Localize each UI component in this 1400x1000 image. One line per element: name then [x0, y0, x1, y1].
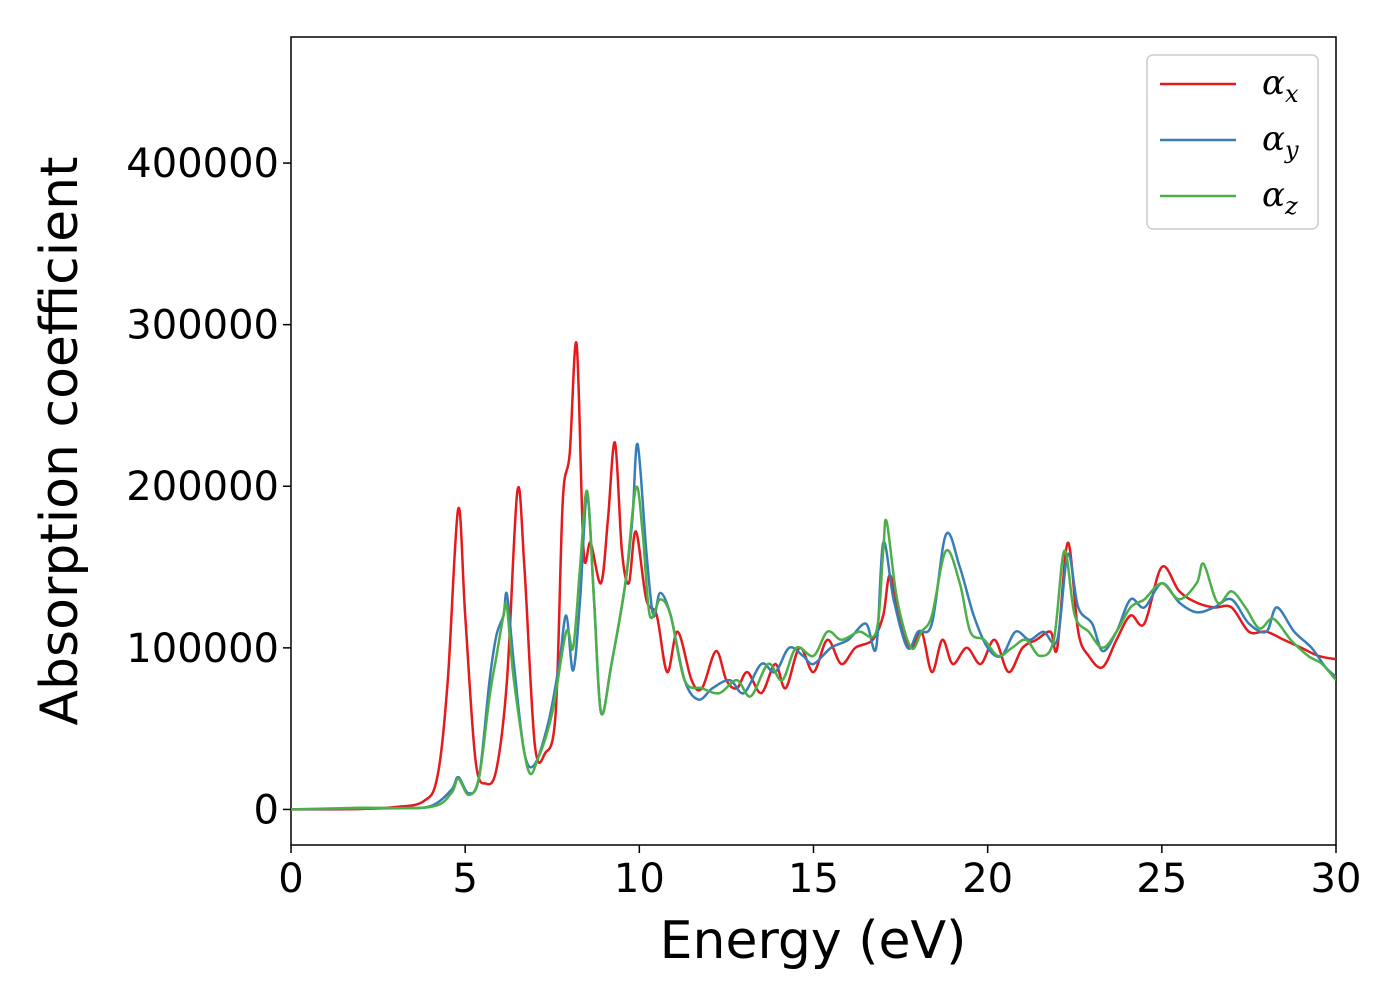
x-tick-label: 15 — [788, 856, 839, 902]
legend-subscript: x — [1285, 80, 1299, 108]
legend-label-alpha-y: αy — [1262, 119, 1299, 164]
y-tick-label: 100000 — [126, 626, 279, 672]
series-line-alpha-x — [291, 341, 1336, 811]
series-line-alpha-y — [291, 442, 1336, 811]
legend-label-alpha-z: αz — [1262, 175, 1298, 220]
legend-symbol: α — [1262, 119, 1285, 159]
y-tick-label: 200000 — [126, 464, 279, 510]
x-tick-label: 30 — [1311, 856, 1362, 902]
x-tick-label: 20 — [962, 856, 1013, 902]
x-axis: 0 5 10 15 20 25 30 — [278, 845, 1361, 902]
x-tick-label: 5 — [452, 856, 477, 902]
y-axis: 0 100000 200000 300000 400000 — [126, 141, 291, 833]
x-axis-title: Energy (eV) — [660, 911, 967, 971]
y-tick-label: 300000 — [126, 303, 279, 349]
legend-symbol: α — [1262, 63, 1285, 103]
legend-subscript: y — [1284, 136, 1299, 164]
legend-label-alpha-x: αx — [1262, 63, 1299, 108]
legend-symbol: α — [1262, 175, 1285, 215]
series-line-alpha-z — [291, 485, 1336, 811]
legend-box — [1146, 54, 1319, 230]
y-axis-title: Absorption coefficient — [30, 156, 90, 725]
y-tick-label: 0 — [254, 787, 279, 833]
x-tick-label: 25 — [1136, 856, 1187, 902]
y-tick-label: 400000 — [126, 141, 279, 187]
x-tick-label: 10 — [614, 856, 665, 902]
legend-subscript: z — [1284, 192, 1298, 220]
series-layer — [291, 341, 1336, 811]
x-tick-label: 0 — [278, 856, 303, 902]
